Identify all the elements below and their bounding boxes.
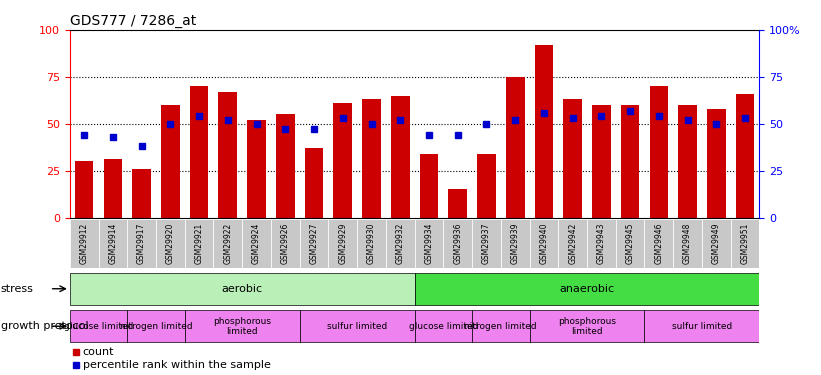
Text: aerobic: aerobic (222, 284, 263, 294)
Bar (328, 219, 357, 268)
Bar (644, 219, 673, 268)
Text: GSM29948: GSM29948 (683, 223, 692, 264)
Text: growth protocol: growth protocol (1, 321, 89, 331)
Text: GSM29951: GSM29951 (741, 223, 750, 264)
Bar (362, 99, 381, 218)
Bar (103, 159, 122, 218)
Bar (247, 120, 266, 218)
Bar (530, 310, 644, 342)
Text: GSM29934: GSM29934 (424, 223, 433, 264)
Text: anaerobic: anaerobic (559, 284, 615, 294)
Text: count: count (83, 346, 114, 357)
Bar (305, 148, 323, 217)
Bar (472, 310, 530, 342)
Text: phosphorous
limited: phosphorous limited (213, 316, 271, 336)
Text: phosphorous
limited: phosphorous limited (558, 316, 616, 336)
Bar (736, 94, 754, 218)
Bar (678, 105, 697, 218)
Text: GSM29912: GSM29912 (80, 223, 89, 264)
Bar (357, 219, 386, 268)
Bar (616, 219, 644, 268)
Bar (190, 86, 209, 218)
Bar (127, 310, 185, 342)
Text: nitrogen limited: nitrogen limited (465, 322, 537, 331)
Bar (506, 77, 525, 218)
Bar (156, 219, 185, 268)
Bar (391, 96, 410, 218)
Text: GSM29930: GSM29930 (367, 223, 376, 264)
Bar (731, 219, 759, 268)
Bar (649, 86, 668, 218)
Text: GSM29936: GSM29936 (453, 223, 462, 264)
Bar (70, 273, 415, 305)
Text: GSM29921: GSM29921 (195, 223, 204, 264)
Bar (70, 310, 127, 342)
Bar (271, 219, 300, 268)
Text: GSM29914: GSM29914 (108, 223, 117, 264)
Bar (702, 219, 731, 268)
Bar (415, 273, 759, 305)
Text: glucose limited: glucose limited (409, 322, 478, 331)
Bar (448, 189, 467, 217)
Text: GSM29937: GSM29937 (482, 223, 491, 264)
Text: GSM29924: GSM29924 (252, 223, 261, 264)
Text: glucose limited: glucose limited (64, 322, 133, 331)
Text: GSM29940: GSM29940 (539, 223, 548, 264)
Bar (420, 154, 438, 218)
Text: sulfur limited: sulfur limited (327, 322, 388, 331)
Bar (185, 219, 213, 268)
Text: GSM29939: GSM29939 (511, 223, 520, 264)
Bar (242, 219, 271, 268)
Text: nitrogen limited: nitrogen limited (120, 322, 192, 331)
Text: GSM29917: GSM29917 (137, 223, 146, 264)
Bar (563, 99, 582, 218)
Text: GSM29926: GSM29926 (281, 223, 290, 264)
Bar (443, 219, 472, 268)
Bar (530, 219, 558, 268)
Bar (621, 105, 640, 218)
Text: GSM29943: GSM29943 (597, 223, 606, 264)
Bar (276, 114, 295, 218)
Text: GSM29949: GSM29949 (712, 223, 721, 264)
Bar (472, 219, 501, 268)
Text: GSM29946: GSM29946 (654, 223, 663, 264)
Bar (300, 219, 328, 268)
Bar (501, 219, 530, 268)
Bar (592, 105, 611, 218)
Bar (386, 219, 415, 268)
Bar (587, 219, 616, 268)
Bar (70, 219, 99, 268)
Text: percentile rank within the sample: percentile rank within the sample (83, 360, 271, 370)
Bar (185, 310, 300, 342)
Bar (644, 310, 759, 342)
Text: GSM29920: GSM29920 (166, 223, 175, 264)
Bar (99, 219, 127, 268)
Bar (477, 154, 496, 218)
Bar (161, 105, 180, 218)
Bar (132, 169, 151, 217)
Text: stress: stress (1, 284, 34, 294)
Text: GDS777 / 7286_at: GDS777 / 7286_at (70, 13, 196, 28)
Text: GSM29922: GSM29922 (223, 223, 232, 264)
Bar (673, 219, 702, 268)
Bar (558, 219, 587, 268)
Text: GSM29942: GSM29942 (568, 223, 577, 264)
Text: GSM29929: GSM29929 (338, 223, 347, 264)
Bar (415, 310, 472, 342)
Bar (534, 45, 553, 218)
Bar (213, 219, 242, 268)
Bar (300, 310, 415, 342)
Bar (218, 92, 237, 218)
Bar (415, 219, 443, 268)
Text: GSM29932: GSM29932 (396, 223, 405, 264)
Text: GSM29927: GSM29927 (310, 223, 319, 264)
Bar (333, 103, 352, 218)
Text: GSM29945: GSM29945 (626, 223, 635, 264)
Text: sulfur limited: sulfur limited (672, 322, 732, 331)
Bar (75, 161, 94, 218)
Bar (707, 109, 726, 217)
Bar (127, 219, 156, 268)
